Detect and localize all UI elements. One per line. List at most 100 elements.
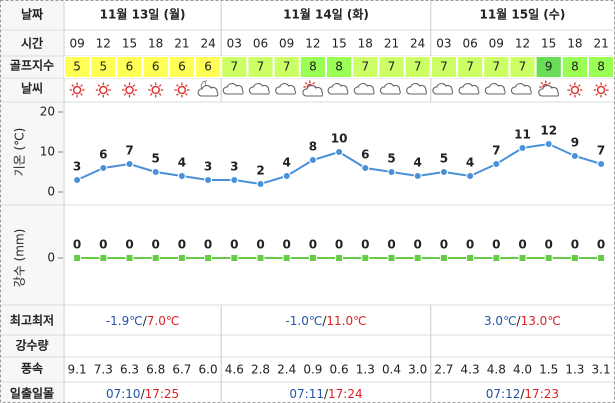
- golf-value: 5: [99, 60, 107, 74]
- point: [492, 254, 501, 262]
- golf-value: 6: [126, 60, 134, 74]
- ray: [312, 81, 315, 85]
- data-label: 0: [466, 238, 474, 252]
- golf-cell: [430, 56, 457, 78]
- point: [204, 254, 213, 262]
- min-max: 3.0℃/13.0℃: [484, 314, 561, 328]
- hour: 21: [384, 37, 399, 51]
- row-label: 일출일몰: [10, 386, 54, 401]
- point: [439, 254, 448, 262]
- golf-value: 8: [309, 60, 317, 74]
- hour: 18: [148, 37, 163, 51]
- min-max: -1.9℃/7.0℃: [106, 314, 180, 328]
- golf-value: 8: [571, 60, 579, 74]
- sun-icon: [593, 82, 609, 98]
- ray: [176, 93, 179, 96]
- hour: 12: [515, 37, 530, 51]
- wind-value: 6.8: [146, 363, 165, 377]
- golf-cell: [457, 56, 484, 78]
- point: [308, 156, 317, 164]
- point: [544, 140, 553, 148]
- cloud-icon: [197, 85, 219, 97]
- point: [177, 254, 186, 262]
- point: [230, 254, 239, 262]
- point: [597, 254, 606, 262]
- golf-cell: [299, 56, 326, 78]
- sun-icon: [95, 82, 111, 98]
- golf-value: 6: [152, 60, 160, 74]
- wind-value: 2.7: [434, 363, 453, 377]
- row-label: 풍속: [21, 362, 43, 376]
- wind-value: 4.8: [487, 363, 506, 377]
- ray: [97, 84, 101, 87]
- ray: [577, 84, 581, 87]
- point: [99, 164, 108, 172]
- golf-cell: [64, 56, 91, 78]
- data-label: 0: [256, 238, 264, 252]
- data-label: 0: [230, 238, 238, 252]
- day-date: 11월 13일 (월): [100, 7, 186, 22]
- cloud-icon: [275, 83, 297, 95]
- day-date: 11월 15일 (수): [479, 7, 565, 22]
- wind-value: 6.3: [120, 363, 139, 377]
- hour: 24: [200, 37, 215, 51]
- wind-value: 4.0: [513, 363, 532, 377]
- point: [73, 176, 82, 184]
- hour: 21: [593, 37, 608, 51]
- point: [282, 172, 291, 180]
- sun-core: [72, 85, 82, 95]
- cloud-icon: [484, 83, 506, 95]
- golf-value: 9: [545, 60, 553, 74]
- wind-value: 2.8: [251, 363, 270, 377]
- sun-icon: [69, 82, 85, 98]
- min-max: -1.0℃/11.0℃: [285, 314, 366, 328]
- wind-value: 7.3: [94, 363, 113, 377]
- golf-value: 7: [388, 60, 396, 74]
- sunrise: 07:12: [486, 387, 521, 401]
- point: [151, 168, 160, 176]
- ray: [158, 84, 162, 87]
- data-label: 3: [230, 160, 238, 174]
- point: [413, 172, 422, 180]
- golf-cell: [116, 56, 143, 78]
- data-label: 0: [309, 238, 317, 252]
- data-label: 6: [361, 148, 369, 162]
- data-label: 7: [492, 144, 500, 158]
- data-label: 7: [597, 144, 605, 158]
- ray: [184, 84, 188, 87]
- cloud-icon: [248, 83, 270, 95]
- wind-value: 3.1: [592, 363, 611, 377]
- golf-cell: [221, 56, 248, 78]
- sun-core: [177, 85, 187, 95]
- point: [413, 254, 422, 262]
- point: [308, 254, 317, 262]
- point: [361, 164, 370, 172]
- hour: 09: [489, 37, 504, 51]
- golf-value: 7: [361, 60, 369, 74]
- ray: [149, 84, 153, 87]
- sun-times: 07:11/17:24: [289, 387, 362, 401]
- point: [125, 160, 134, 168]
- hour: 09: [69, 37, 84, 51]
- golf-cell: [378, 56, 405, 78]
- ray: [540, 81, 544, 85]
- hour: 06: [253, 37, 268, 51]
- point: [230, 176, 239, 184]
- ray: [595, 93, 599, 96]
- point: [570, 254, 579, 262]
- point: [256, 180, 265, 188]
- golf-cell: [483, 56, 510, 78]
- point: [492, 160, 501, 168]
- golf-value: 6: [178, 60, 186, 74]
- ray: [97, 93, 101, 96]
- point: [99, 254, 108, 262]
- point: [335, 254, 344, 262]
- max-temp: 7.0℃: [147, 314, 180, 328]
- wind-value: 3.0: [408, 363, 427, 377]
- hour: 15: [331, 37, 346, 51]
- sunset: 17:25: [145, 387, 180, 401]
- point: [597, 160, 606, 168]
- sun-core: [570, 85, 580, 95]
- data-label: 0: [440, 238, 448, 252]
- wind-value: 0.4: [382, 363, 401, 377]
